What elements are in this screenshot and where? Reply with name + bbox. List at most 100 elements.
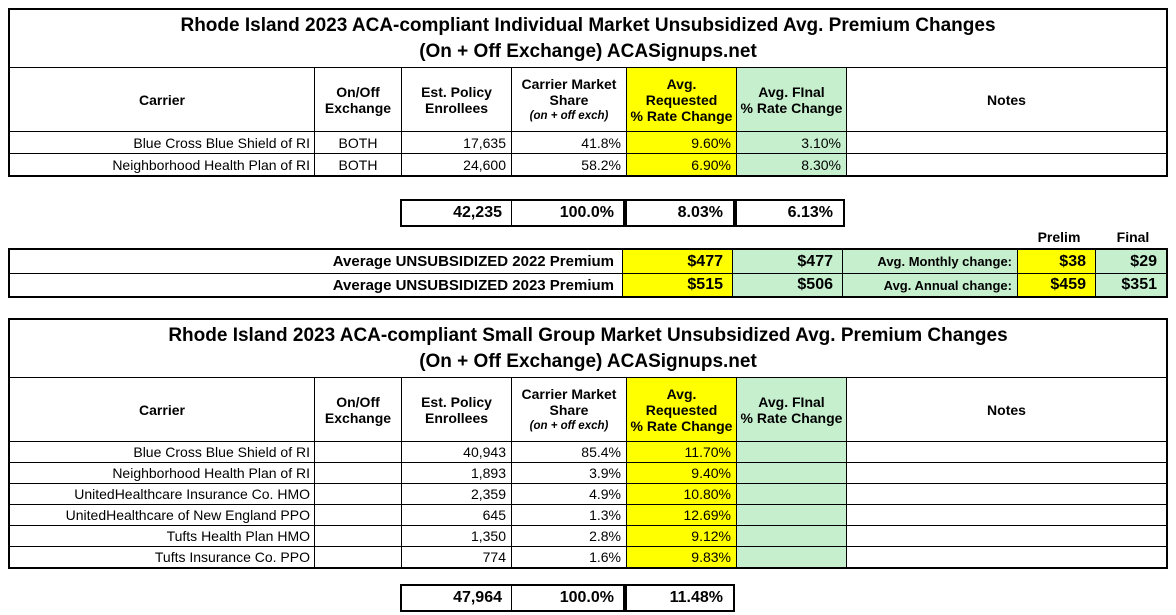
table-title-line1: Rhode Island 2023 ACA-compliant Individu…	[180, 15, 996, 36]
enrollees-cell: 1,350	[402, 526, 512, 546]
enrollees-cell: 24,600	[402, 154, 512, 175]
exchange-cell	[315, 463, 402, 483]
header-line: Exchange	[324, 99, 392, 116]
final-rate-cell	[737, 442, 847, 462]
exchange-cell	[315, 505, 402, 525]
final-rate-cell	[737, 484, 847, 504]
header-line: Avg. FInal	[758, 393, 825, 410]
exchange-cell: BOTH	[315, 132, 402, 153]
header-line: Est. Policy	[421, 393, 492, 410]
final-rate-cell	[737, 547, 847, 567]
final-rate-cell: 3.10%	[737, 132, 847, 153]
column-header-exchange: On/Off Exchange	[315, 378, 402, 441]
change-prelim-value: $459	[1018, 274, 1096, 296]
total-requested-cell: 11.48%	[625, 584, 735, 612]
total-enrollees-cell: 47,964	[402, 586, 512, 610]
market-share-cell: 4.9%	[512, 484, 627, 504]
header-row: Carrier On/Off Exchange Est. Policy Enro…	[10, 378, 1166, 441]
carrier-cell: Tufts Insurance Co. PPO	[10, 547, 315, 567]
avg-requested-value: $515	[623, 274, 733, 296]
table-row: Neighborhood Health Plan of RI 1,893 3.9…	[10, 462, 1166, 483]
average-premium-section: Average UNSUBSIDIZED 2022 Premium $477 $…	[8, 248, 1168, 298]
column-header-enrollees: Est. Policy Enrollees	[402, 378, 512, 441]
header-line: On/Off	[336, 83, 380, 100]
total-requested-cell: 8.03%	[625, 199, 735, 227]
column-header-market-share: Carrier Market Share (on + off exch)	[512, 68, 627, 131]
header-line: Exchange	[324, 409, 392, 426]
column-header-final-rate: Avg. FInal % Rate Change	[737, 68, 847, 131]
header-line: Requested	[645, 401, 718, 418]
table-row: Blue Cross Blue Shield of RI BOTH 17,635…	[10, 131, 1166, 153]
header-line: On/Off	[336, 393, 380, 410]
change-label: Avg. Monthly change:	[843, 250, 1018, 273]
total-enrollees-cell: 42,235	[402, 201, 512, 225]
table-row: Blue Cross Blue Shield of RI 40,943 85.4…	[10, 441, 1166, 462]
column-header-market-share: Carrier Market Share (on + off exch)	[512, 378, 627, 441]
avg-final-value: $506	[733, 274, 843, 296]
change-final-value: $351	[1096, 274, 1166, 296]
header-line: Avg.	[666, 75, 697, 92]
market-share-cell: 3.9%	[512, 463, 627, 483]
change-label: Avg. Annual change:	[843, 274, 1018, 296]
header-line: Carrier	[139, 91, 185, 108]
individual-total-row: 42,235 100.0%	[400, 199, 625, 227]
table-row: UnitedHealthcare of New England PPO 645 …	[10, 504, 1166, 525]
column-header-notes: Notes	[847, 68, 1166, 131]
average-premium-label: Average UNSUBSIDIZED 2023 Premium	[10, 274, 623, 296]
header-line: % Rate Change	[740, 409, 843, 426]
header-line: Avg.	[666, 385, 697, 402]
final-rate-cell	[737, 526, 847, 546]
average-premium-row: Average UNSUBSIDIZED 2022 Premium $477 $…	[10, 250, 1166, 273]
average-premium-label: Average UNSUBSIDIZED 2022 Premium	[10, 250, 623, 273]
column-header-enrollees: Est. Policy Enrollees	[402, 68, 512, 131]
column-header-exchange: On/Off Exchange	[315, 68, 402, 131]
column-header-carrier: Carrier	[10, 68, 315, 131]
header-line: % Rate Change	[630, 107, 733, 124]
notes-cell	[847, 463, 1166, 483]
column-header-requested-rate: Avg. Requested % Rate Change	[627, 378, 737, 441]
header-line: Enrollees	[424, 99, 489, 116]
notes-cell	[847, 547, 1166, 567]
header-line: % Rate Change	[740, 99, 843, 116]
exchange-cell	[315, 526, 402, 546]
final-rate-cell: 8.30%	[737, 154, 847, 175]
header-row: Carrier On/Off Exchange Est. Policy Enro…	[10, 68, 1166, 131]
requested-rate-cell: 11.70%	[627, 442, 737, 462]
carrier-cell: UnitedHealthcare Insurance Co. HMO	[10, 484, 315, 504]
enrollees-cell: 40,943	[402, 442, 512, 462]
column-header-carrier: Carrier	[10, 378, 315, 441]
table-row: Neighborhood Health Plan of RI BOTH 24,6…	[10, 153, 1166, 175]
column-header-final-rate: Avg. FInal % Rate Change	[737, 378, 847, 441]
avg-final-value: $477	[733, 250, 843, 273]
notes-cell	[847, 132, 1166, 153]
carrier-cell: Neighborhood Health Plan of RI	[10, 463, 315, 483]
small-group-total-row: 47,964 100.0%	[400, 584, 625, 612]
change-prelim-value: $38	[1018, 250, 1096, 273]
requested-rate-cell: 9.40%	[627, 463, 737, 483]
total-share-cell: 100.0%	[559, 589, 614, 606]
header-note: (on + off exch)	[529, 419, 609, 432]
enrollees-cell: 2,359	[402, 484, 512, 504]
header-line: Enrollees	[424, 409, 489, 426]
change-final-value: $29	[1096, 250, 1166, 273]
notes-cell	[847, 442, 1166, 462]
market-share-cell: 2.8%	[512, 526, 627, 546]
exchange-cell	[315, 442, 402, 462]
requested-rate-cell: 10.80%	[627, 484, 737, 504]
column-header-notes: Notes	[847, 378, 1166, 441]
notes-cell	[847, 526, 1166, 546]
column-header-requested-rate: Avg. Requested % Rate Change	[627, 68, 737, 131]
table-row: Tufts Insurance Co. PPO 774 1.6% 9.83%	[10, 546, 1166, 567]
final-rate-cell	[737, 505, 847, 525]
market-share-cell: 58.2%	[512, 154, 627, 175]
enrollees-cell: 774	[402, 547, 512, 567]
market-share-cell: 41.8%	[512, 132, 627, 153]
header-line: Carrier Market	[521, 385, 617, 402]
header-line: % Rate Change	[630, 417, 733, 434]
table-row: Tufts Health Plan HMO 1,350 2.8% 9.12%	[10, 525, 1166, 546]
small-group-table-title: Rhode Island 2023 ACA-compliant Small Gr…	[10, 320, 1166, 378]
header-line: Notes	[987, 91, 1026, 108]
requested-rate-cell: 9.12%	[627, 526, 737, 546]
carrier-cell: Blue Cross Blue Shield of RI	[10, 132, 315, 153]
carrier-cell: UnitedHealthcare of New England PPO	[10, 505, 315, 525]
